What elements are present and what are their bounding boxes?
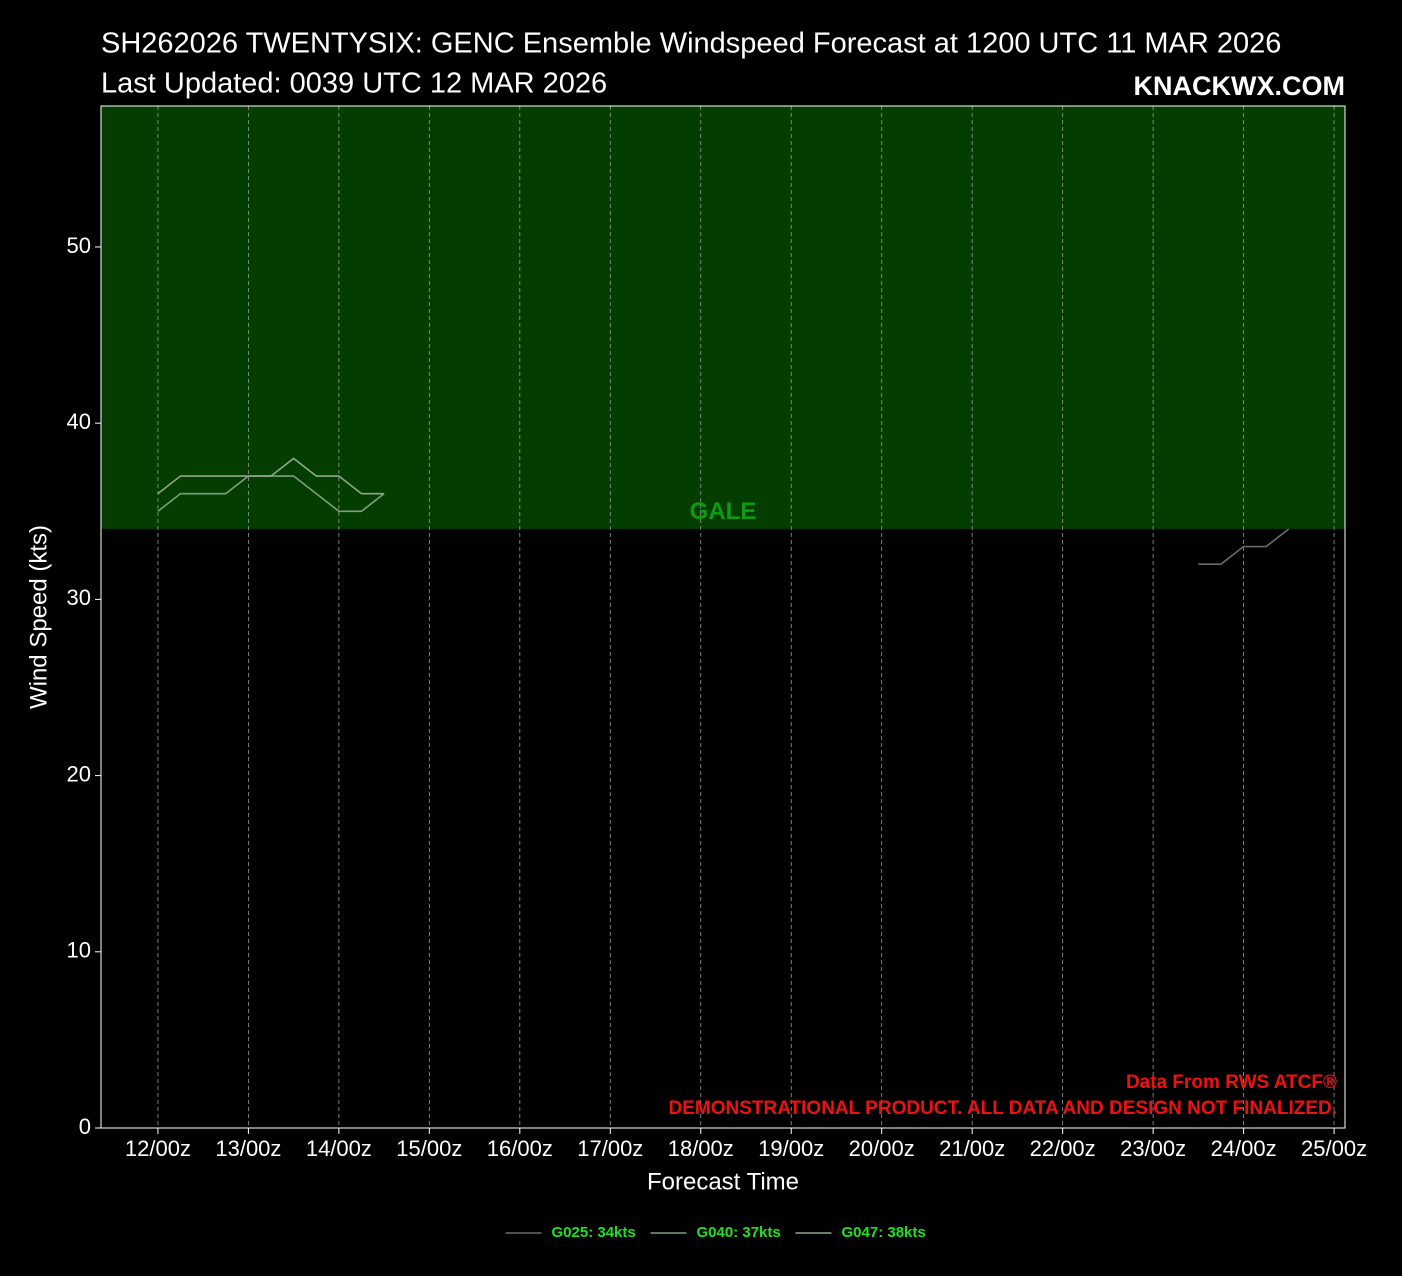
y-tick-label: 30 (67, 585, 91, 610)
annotation: Data From RWS ATCF® (1126, 1072, 1337, 1093)
y-axis-label: Wind Speed (kts) (25, 525, 52, 709)
x-tick-label: 21/00z (939, 1136, 1005, 1161)
x-tick-label: 17/00z (577, 1136, 643, 1161)
y-tick-label: 50 (67, 233, 91, 258)
chart-title: SH262026 TWENTYSIX: GENC Ensemble Windsp… (101, 28, 1281, 60)
x-tick-label: 15/00z (396, 1136, 462, 1161)
x-tick-label: 19/00z (758, 1136, 824, 1161)
x-tick-label: 16/00z (487, 1136, 553, 1161)
threshold-band (101, 106, 1345, 529)
y-tick-label: 20 (67, 761, 91, 786)
x-tick-label: 13/00z (215, 1136, 281, 1161)
x-tick-label: 12/00z (125, 1136, 191, 1161)
legend-label: G025: 34kts (552, 1224, 636, 1241)
watermark: KNACKWX.COM (1134, 71, 1345, 101)
series-line (157, 457, 385, 495)
y-tick-label: 10 (67, 938, 91, 963)
x-tick-label: 22/00z (1030, 1136, 1096, 1161)
x-tick-label: 14/00z (306, 1136, 372, 1161)
x-tick-label: 24/00z (1211, 1136, 1277, 1161)
x-axis-label: Forecast Time (647, 1168, 799, 1195)
annotation: DEMONSTRATIONAL PRODUCT. ALL DATA AND DE… (669, 1098, 1338, 1119)
plot-frame (100, 105, 1346, 1129)
legend-label: G040: 37kts (697, 1224, 781, 1241)
band-label: GALE (690, 498, 757, 525)
legend-label: G047: 38kts (842, 1224, 926, 1241)
x-tick-label: 23/00z (1120, 1136, 1186, 1161)
y-tick-label: 40 (67, 409, 91, 434)
chart-subtitle: Last Updated: 0039 UTC 12 MAR 2026 (101, 68, 607, 100)
x-tick-label: 18/00z (668, 1136, 734, 1161)
x-tick-label: 20/00z (849, 1136, 915, 1161)
x-tick-label: 25/00z (1301, 1136, 1367, 1161)
y-tick-label: 0 (79, 1114, 91, 1139)
series-line (1198, 528, 1290, 565)
